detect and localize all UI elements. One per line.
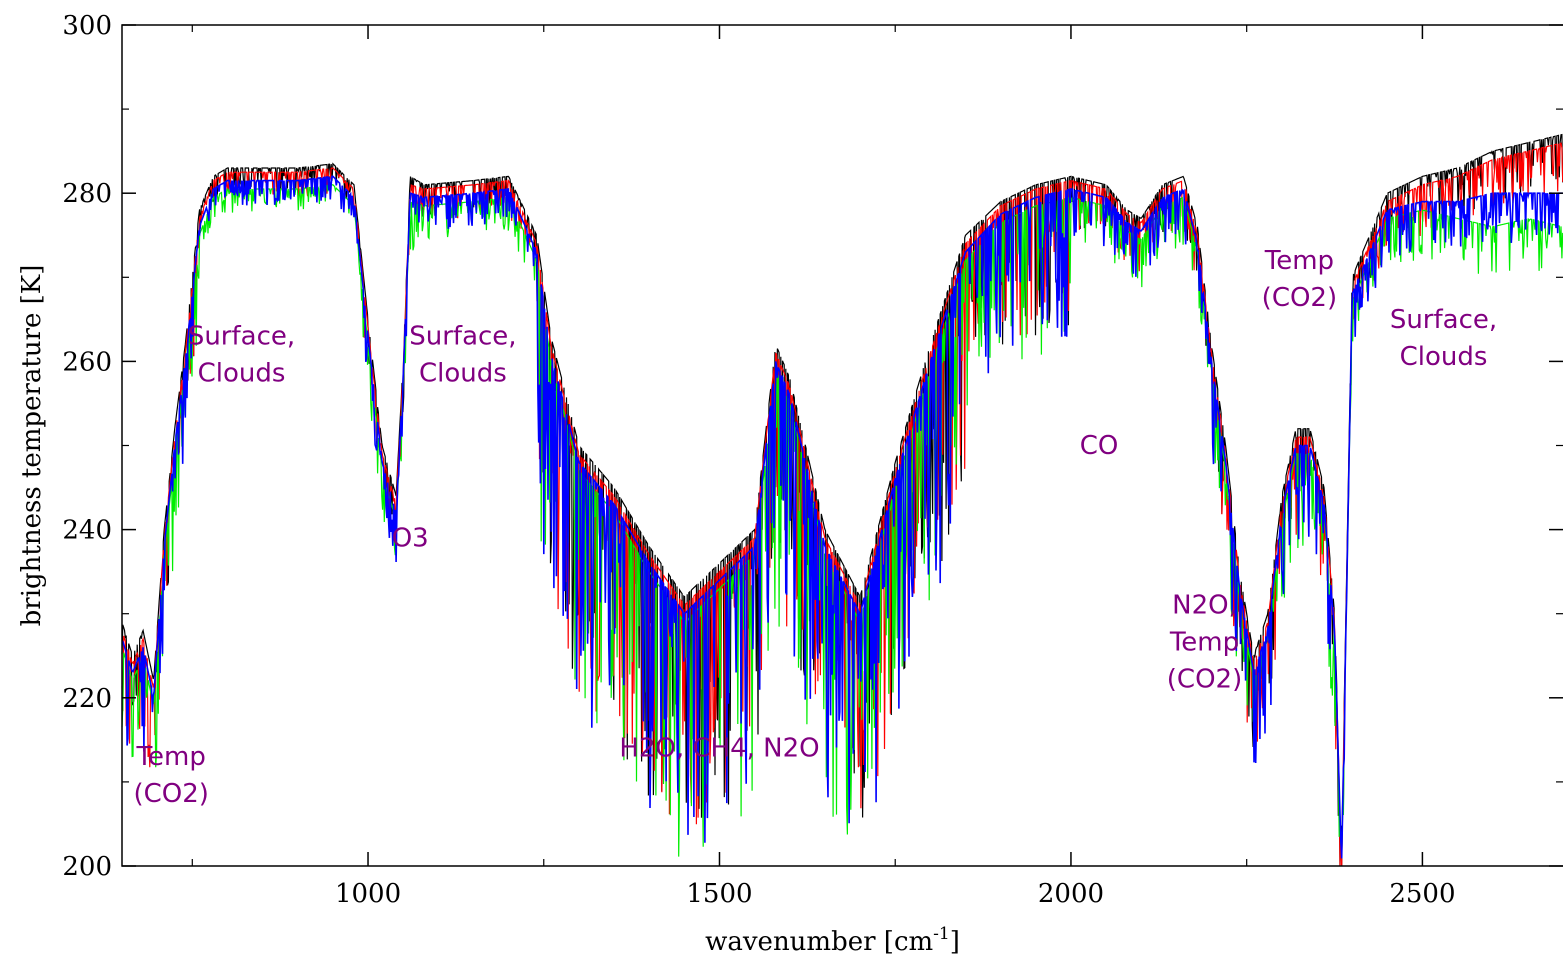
y-axis-title: brightness temperature [K] — [17, 265, 47, 627]
axis-ticks: 200 220 240 260 280 300 1000 1500 2000 2500 — [62, 11, 1563, 909]
band-annotation-line: Clouds — [198, 359, 286, 389]
plot-area-frame — [121, 24, 1563, 867]
band-annotation: H2O, CH4, N2O — [619, 734, 819, 764]
band-annotation-line: Temp — [136, 742, 206, 772]
series-line-4 — [122, 175, 1563, 859]
y-tick-label: 300 — [62, 11, 112, 41]
y-tick-label: 260 — [62, 347, 112, 377]
y-tick-label: 240 — [62, 516, 112, 546]
x-tick-label: 1000 — [335, 879, 401, 909]
band-annotation-line: (CO2) — [133, 779, 208, 809]
x-tick-label: 2500 — [1389, 879, 1455, 909]
y-tick-label: 280 — [62, 179, 112, 209]
band-annotation-line: CO — [1080, 431, 1119, 461]
band-annotation: Surface, Clouds — [188, 322, 295, 389]
band-annotation-line: (CO2) — [1167, 665, 1242, 695]
band-annotation: O3 — [392, 523, 429, 553]
x-tick-label: 2000 — [1038, 879, 1104, 909]
band-annotation-line: Temp — [1264, 246, 1334, 276]
annotations: Surface, Clouds Surface, Clouds Surface, Clou… — [133, 246, 1497, 809]
y-tick-label: 200 — [62, 852, 112, 882]
band-annotation: Surface, Clouds — [409, 322, 516, 389]
band-annotation-line: Surface, — [188, 322, 295, 352]
band-annotation: N2O, Temp (CO2) — [1167, 591, 1242, 695]
x-axis-title-main: wavenumber [cm — [705, 927, 933, 957]
x-axis-title-superscript: -1 — [933, 924, 950, 944]
band-annotation-line: Clouds — [1400, 342, 1488, 372]
band-annotation-line: Surface, — [1390, 305, 1497, 335]
band-annotation-line: Surface, — [409, 322, 516, 352]
series-line-2 — [121, 142, 1563, 867]
band-annotation: Temp (CO2) — [1262, 246, 1337, 313]
band-annotation-line: (CO2) — [1262, 283, 1337, 313]
series-layer — [121, 133, 1563, 867]
series-line-1 — [121, 133, 1563, 867]
band-annotation-line: N2O, — [1172, 591, 1237, 621]
x-axis-title: wavenumber [cm-1] — [705, 924, 960, 957]
band-annotation: Surface, Clouds — [1390, 305, 1497, 372]
band-annotation: Temp (CO2) — [133, 742, 208, 809]
band-annotation-line: Clouds — [419, 359, 507, 389]
band-annotation: CO — [1080, 431, 1119, 461]
band-annotation-line: O3 — [392, 523, 429, 553]
band-annotation-line: Temp — [1169, 628, 1239, 658]
band-annotation-line: H2O, CH4, N2O — [619, 734, 819, 764]
x-tick-label: 1500 — [686, 879, 752, 909]
y-tick-label: 220 — [62, 684, 112, 714]
x-axis-title-suffix: ] — [950, 927, 960, 957]
series-line-3 — [121, 184, 1563, 859]
